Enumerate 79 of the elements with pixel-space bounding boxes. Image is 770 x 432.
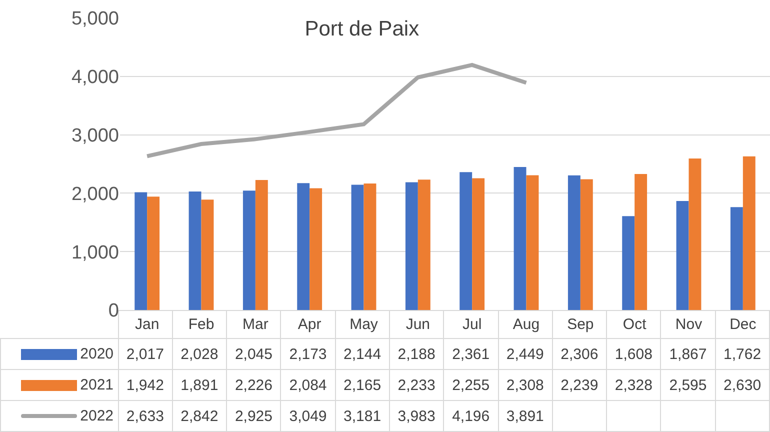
bar xyxy=(622,216,635,310)
data-label: 2,173 xyxy=(280,338,336,370)
data-label: 2,842 xyxy=(172,400,227,432)
bar xyxy=(310,188,322,310)
x-tick-label: Dec xyxy=(730,316,757,333)
data-label: 2,028 xyxy=(172,338,227,370)
data-label: 1,762 xyxy=(715,338,770,370)
x-tick-label: Aug xyxy=(512,316,540,333)
x-tick-label: May xyxy=(350,316,378,333)
data-label: 2,239 xyxy=(552,370,607,400)
bar xyxy=(742,156,756,310)
bar xyxy=(472,178,485,310)
data-label: 2,361 xyxy=(444,338,498,370)
bar xyxy=(134,192,148,310)
x-tick-label: Sep xyxy=(567,316,594,333)
bar xyxy=(147,196,160,310)
y-tick-label: 0 xyxy=(108,300,119,322)
y-tick-label: 4,000 xyxy=(71,67,119,88)
y-tick-label: 1,000 xyxy=(71,242,119,264)
x-tick-label: Nov xyxy=(675,316,703,333)
data-label: 2,084 xyxy=(280,370,336,400)
data-label: 2,045 xyxy=(226,338,281,370)
bar xyxy=(188,192,202,310)
x-tick-label: Jan xyxy=(134,316,160,333)
line-series xyxy=(145,62,528,158)
data-label: 2,233 xyxy=(389,370,444,400)
bar xyxy=(405,182,418,310)
data-label: 3,983 xyxy=(389,400,444,432)
legend-label: 2021 xyxy=(80,376,114,394)
bar xyxy=(460,172,472,310)
bar xyxy=(526,175,539,310)
data-label: 2,017 xyxy=(118,338,172,370)
data-label: 2,449 xyxy=(498,338,552,370)
y-tick-label: 2,000 xyxy=(71,184,119,205)
bar xyxy=(634,174,648,310)
data-label: 2,144 xyxy=(335,338,390,370)
bar xyxy=(418,180,430,310)
y-tick-label: 5,000 xyxy=(71,8,119,30)
legend-label: 2022 xyxy=(80,408,114,425)
bar xyxy=(255,180,268,310)
data-label: 2,595 xyxy=(660,370,716,400)
data-label: 1,867 xyxy=(660,338,716,370)
data-label: 2,630 xyxy=(715,370,770,400)
bar xyxy=(201,200,214,310)
bar xyxy=(364,184,376,310)
data-label: 2,306 xyxy=(552,338,607,370)
data-label: 1,942 xyxy=(118,370,172,400)
data-label: 2,308 xyxy=(498,370,552,400)
data-label: 1,608 xyxy=(606,338,661,370)
bar xyxy=(568,175,580,310)
bar xyxy=(580,179,593,310)
bar xyxy=(242,190,256,310)
data-label: 3,049 xyxy=(280,400,336,432)
data-label: 2,188 xyxy=(389,338,444,370)
bar xyxy=(676,200,689,310)
data-label: 2,925 xyxy=(226,400,281,432)
chart-title: Port de Paix xyxy=(304,17,420,40)
x-tick-label: Feb xyxy=(188,316,214,333)
x-tick-label: Jun xyxy=(406,316,430,333)
x-tick-label: Jul xyxy=(462,316,482,333)
bar xyxy=(514,166,526,310)
data-label: 2,328 xyxy=(606,370,661,400)
data-label: 3,181 xyxy=(335,400,390,432)
data-label: 2,255 xyxy=(444,370,498,400)
bar xyxy=(688,158,702,310)
bar xyxy=(730,207,743,310)
data-label: 2,633 xyxy=(118,400,172,432)
bar xyxy=(351,184,364,310)
data-label: 4,196 xyxy=(444,400,498,432)
y-tick-label: 3,000 xyxy=(71,125,119,146)
data-label: 2,226 xyxy=(226,370,281,400)
data-label: 2,165 xyxy=(335,370,390,400)
bar xyxy=(297,183,310,310)
x-tick-label: Oct xyxy=(622,316,648,333)
x-tick-label: Mar xyxy=(242,316,268,333)
data-label: 3,891 xyxy=(498,400,552,432)
legend-label: 2020 xyxy=(80,346,114,363)
x-tick-label: Apr xyxy=(298,316,322,333)
data-label: 1,891 xyxy=(172,370,227,400)
